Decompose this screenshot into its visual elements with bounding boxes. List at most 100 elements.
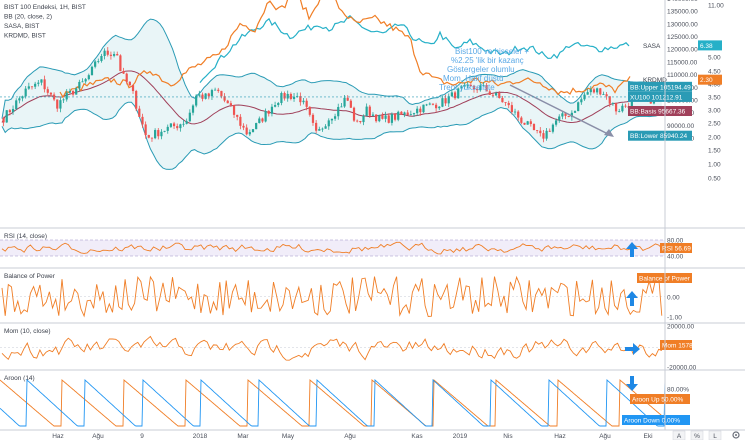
candle-body xyxy=(387,115,390,123)
compare-tag-name: KRDMD xyxy=(643,77,667,84)
price-tag-bb-lower-bg xyxy=(628,130,692,141)
indicator-value-tag-bg xyxy=(660,243,692,253)
time-tick-label: Ağu xyxy=(92,433,104,440)
candle-body xyxy=(491,94,495,96)
candle-body xyxy=(447,96,450,104)
axis-button-0[interactable] xyxy=(672,430,686,440)
candle-body xyxy=(245,127,248,135)
price-tick-label: 140000.00 xyxy=(667,0,698,3)
candle-body xyxy=(289,93,292,100)
candle-body xyxy=(49,92,53,95)
candle-body xyxy=(311,114,315,123)
candle-body xyxy=(381,114,384,119)
compare-tag-name: SASA xyxy=(643,43,661,50)
candle-body xyxy=(419,108,422,113)
candle-body xyxy=(261,118,264,122)
candle-body xyxy=(343,97,346,107)
time-tick-label: Eki xyxy=(643,433,652,440)
candle-body xyxy=(359,120,362,123)
compare-tick-label: 3.50 xyxy=(708,95,721,102)
indicator-title: Balance of Power xyxy=(4,273,56,280)
candle-body xyxy=(561,113,564,117)
indicator-title: RSI (14, close) xyxy=(4,233,47,240)
candle-body xyxy=(337,106,340,117)
axis-button-label: L xyxy=(713,433,717,440)
candle-body xyxy=(305,100,308,107)
price-tag-bb-lower-text: BB:Lower 85940.24 xyxy=(630,133,687,140)
candle-body xyxy=(431,103,435,105)
time-tick-label: 9 xyxy=(140,433,144,440)
candle-body xyxy=(18,98,21,101)
time-axis[interactable]: Haz Ağu 9 2018 Mar May Ağu Kas 2019 Nis Haz Ağu Eki xyxy=(52,433,652,440)
candle-body xyxy=(564,113,567,116)
candle-body xyxy=(346,97,349,101)
candle-body xyxy=(299,96,302,103)
time-tick-label: Ağu xyxy=(599,433,611,440)
candle-body xyxy=(457,88,460,99)
time-tick-label: Ağu xyxy=(344,433,356,440)
price-tick-label: 90000.00 xyxy=(667,123,694,130)
main-price-pane[interactable]: BIST 100 Endeksi, 1H, BIST BB (20, close,… xyxy=(0,0,724,183)
axis-button-label: % xyxy=(694,433,700,440)
candle-body xyxy=(340,106,343,108)
indicator-tick-label: -20000.00 xyxy=(667,365,697,372)
compare-tag-sasa: 6.38 xyxy=(698,40,722,51)
axis-button-1[interactable] xyxy=(690,430,704,440)
indicator-pane-4[interactable]: Aroon (14) 80.00% Aroon Up 50.00% Aroon Dow… xyxy=(0,369,745,427)
candle-body xyxy=(406,112,409,116)
time-tick-label: 2019 xyxy=(453,433,468,440)
candle-body xyxy=(356,120,359,122)
compare-tick-label: 1.00 xyxy=(708,162,721,169)
compare-tick-label: 1.50 xyxy=(708,148,721,155)
candle-body xyxy=(286,93,289,99)
candle-body xyxy=(577,102,580,112)
candle-body xyxy=(223,96,226,101)
aroon-line-up xyxy=(0,379,666,427)
axis-buttons[interactable]: A% L xyxy=(672,430,722,440)
price-tag-bb-basis-bg xyxy=(628,106,692,117)
candle-body xyxy=(94,61,97,67)
candle-body xyxy=(198,94,201,96)
time-tick-label: May xyxy=(282,433,295,440)
candle-body xyxy=(529,121,532,125)
aroon-up-tag: Aroon Up 50.00% xyxy=(630,394,690,404)
aroon-down-tag: Aroon Down 0.00% xyxy=(622,415,690,425)
candle-body xyxy=(504,102,507,104)
indicator-pane-3[interactable]: Mom (10, close) 20000.00 -20000.00 Mom 1578… xyxy=(0,322,745,372)
candle-body xyxy=(302,100,305,103)
candle-body xyxy=(166,126,169,131)
candle-body xyxy=(624,105,627,107)
gear-icon[interactable] xyxy=(732,431,740,439)
candle-body xyxy=(520,117,523,123)
candle-body xyxy=(403,112,406,115)
candle-body xyxy=(21,96,24,99)
annotation-arrow-line xyxy=(509,84,613,137)
candle-body xyxy=(412,113,416,115)
price-tick-label: 125000.00 xyxy=(667,34,698,41)
compare-tick-label: 0.50 xyxy=(708,176,721,183)
candle-body xyxy=(611,103,615,104)
candle-body xyxy=(100,56,103,62)
annotation-line: Bist100 ve hisseler + xyxy=(455,47,529,56)
candle-body xyxy=(267,110,270,114)
bb-lower-line xyxy=(1,101,662,170)
gear-center xyxy=(735,434,737,436)
candle-body xyxy=(485,85,488,92)
candle-body xyxy=(103,50,106,57)
candle-body xyxy=(422,104,425,113)
candle-body xyxy=(517,111,520,118)
candle-body xyxy=(324,126,327,129)
price-tag-xu100-text: XU100 101212.91 xyxy=(630,94,683,101)
candle-body xyxy=(558,116,561,121)
candle-body xyxy=(97,61,100,62)
candle-body xyxy=(352,107,356,121)
indicator-value-tag-text: Mom 1578.13 xyxy=(662,343,702,350)
annotation-line: Trent yükselişte xyxy=(439,83,495,92)
candle-body xyxy=(602,94,605,95)
candle-body xyxy=(56,99,59,109)
axis-button-2[interactable] xyxy=(708,430,722,440)
candle-body xyxy=(586,92,589,95)
candle-body xyxy=(229,103,232,106)
